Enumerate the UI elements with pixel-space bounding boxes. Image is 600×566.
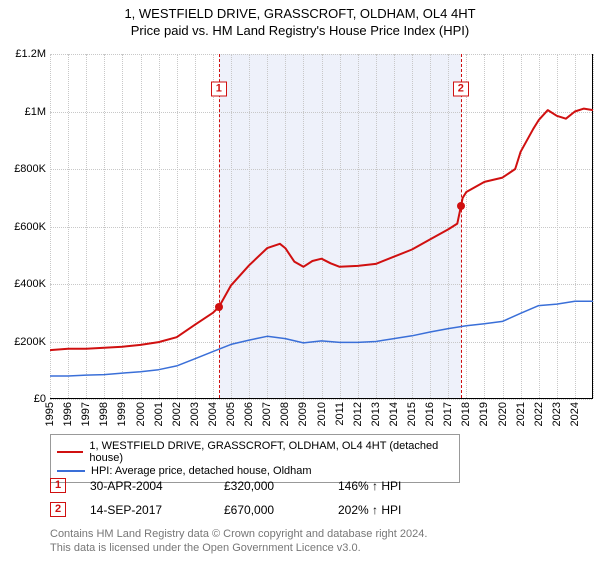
x-axis-label: 2006 <box>243 402 255 426</box>
legend-label: 1, WESTFIELD DRIVE, GRASSCROFT, OLDHAM, … <box>89 440 453 464</box>
series-hpi <box>50 301 593 376</box>
x-axis-label: 2014 <box>388 402 400 426</box>
x-axis-label: 1999 <box>116 402 128 426</box>
x-axis-label: 2023 <box>551 402 563 426</box>
grid-line-v <box>593 54 594 398</box>
y-axis-label: £1M <box>25 106 46 118</box>
x-axis-label: 2016 <box>424 402 436 426</box>
attribution: Contains HM Land Registry data © Crown c… <box>50 528 427 556</box>
attribution-line: Contains HM Land Registry data © Crown c… <box>50 528 427 542</box>
series-subject <box>50 109 593 351</box>
x-axis-label: 2004 <box>207 402 219 426</box>
x-axis-label: 1997 <box>80 402 92 426</box>
x-axis-label: 2005 <box>225 402 237 426</box>
series-svg <box>50 54 593 399</box>
y-axis-label: £800K <box>14 163 46 175</box>
chart-title-line1: 1, WESTFIELD DRIVE, GRASSCROFT, OLDHAM, … <box>0 6 600 21</box>
y-axis-label: £400K <box>14 278 46 290</box>
x-axis-label: 2001 <box>153 402 165 426</box>
sale-info-date: 14-SEP-2017 <box>90 503 200 517</box>
x-axis-label: 2018 <box>460 402 472 426</box>
plot-area: £0£200K£400K£600K£800K£1M£1.2M1995199619… <box>50 54 593 399</box>
sale-info-pct: 202% ↑ HPI <box>338 503 401 517</box>
x-axis-label: 2022 <box>533 402 545 426</box>
x-axis-label: 2012 <box>352 402 364 426</box>
attribution-line: This data is licensed under the Open Gov… <box>50 542 427 556</box>
x-axis-label: 2002 <box>171 402 183 426</box>
x-axis-label: 2013 <box>370 402 382 426</box>
x-axis-label: 2015 <box>406 402 418 426</box>
x-axis-label: 2024 <box>569 402 581 426</box>
sale-info-pct: 146% ↑ HPI <box>338 479 401 493</box>
x-axis-label: 2019 <box>478 402 490 426</box>
x-axis-label: 2020 <box>497 402 509 426</box>
x-axis-label: 2010 <box>316 402 328 426</box>
sale-info-row: 2 14-SEP-2017 £670,000 202% ↑ HPI <box>50 502 401 517</box>
y-axis-label: £1.2M <box>15 48 46 60</box>
x-axis-label: 2021 <box>515 402 527 426</box>
sale-point <box>457 202 465 210</box>
x-axis-label: 1996 <box>62 402 74 426</box>
x-axis-label: 2009 <box>297 402 309 426</box>
sale-info-price: £320,000 <box>224 479 314 493</box>
sale-info-price: £670,000 <box>224 503 314 517</box>
sale-info-row: 1 30-APR-2004 £320,000 146% ↑ HPI <box>50 478 401 493</box>
legend-item: 1, WESTFIELD DRIVE, GRASSCROFT, OLDHAM, … <box>57 440 453 464</box>
legend-swatch <box>57 470 85 472</box>
x-axis-label: 1998 <box>98 402 110 426</box>
sale-info-marker: 1 <box>50 478 66 493</box>
legend-label: HPI: Average price, detached house, Oldh… <box>91 465 312 477</box>
legend-item: HPI: Average price, detached house, Oldh… <box>57 465 453 477</box>
sale-info-date: 30-APR-2004 <box>90 479 200 493</box>
chart-title-line2: Price paid vs. HM Land Registry's House … <box>0 23 600 38</box>
event-marker: 1 <box>211 81 227 96</box>
y-axis-label: £600K <box>14 221 46 233</box>
x-axis-label: 1995 <box>44 402 56 426</box>
x-axis-label: 2000 <box>135 402 147 426</box>
sale-info-marker: 2 <box>50 502 66 517</box>
x-axis-label: 2011 <box>334 402 346 426</box>
event-marker: 2 <box>453 81 469 96</box>
legend: 1, WESTFIELD DRIVE, GRASSCROFT, OLDHAM, … <box>50 434 460 483</box>
legend-swatch <box>57 451 83 453</box>
x-axis-label: 2017 <box>442 402 454 426</box>
sale-point <box>215 303 223 311</box>
x-axis-label: 2008 <box>279 402 291 426</box>
y-axis-label: £200K <box>14 336 46 348</box>
x-axis-label: 2003 <box>189 402 201 426</box>
x-axis-label: 2007 <box>261 402 273 426</box>
grid-line-h <box>50 399 592 400</box>
